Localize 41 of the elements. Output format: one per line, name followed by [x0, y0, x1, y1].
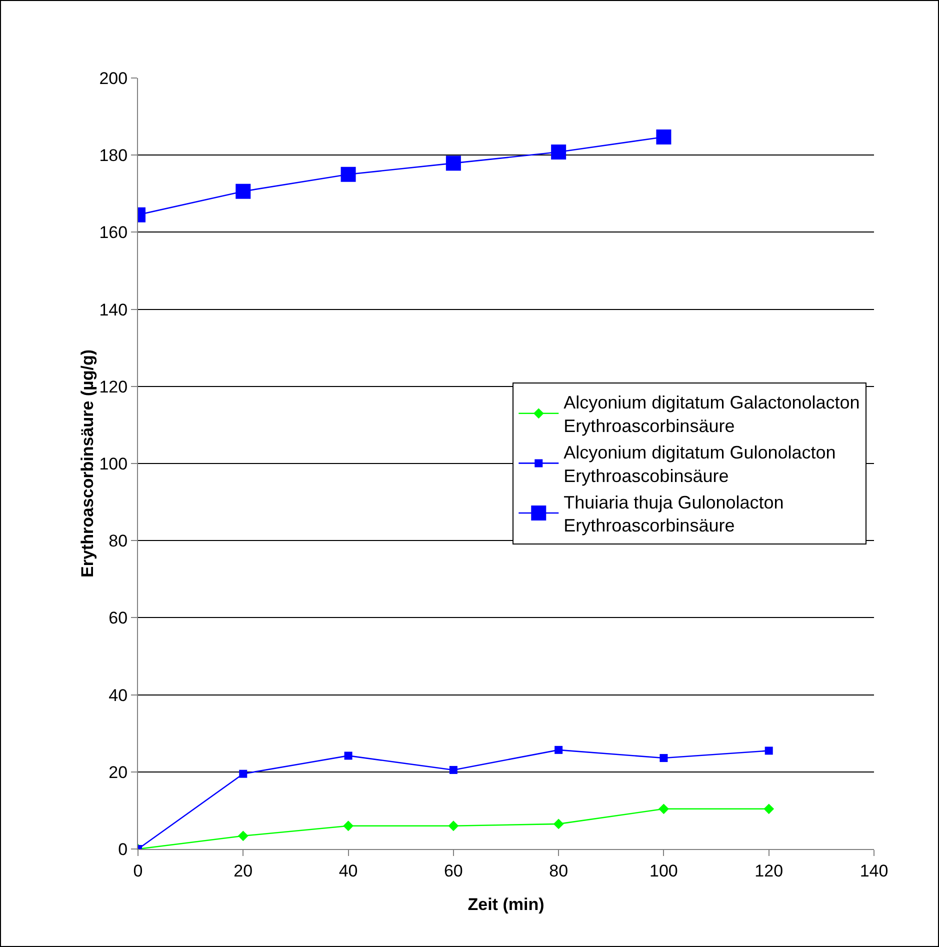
x-tick-label: 60	[444, 861, 463, 880]
x-tick-label: 0	[133, 861, 143, 880]
point	[343, 820, 354, 832]
point	[446, 156, 461, 171]
y-tick-label: 80	[108, 532, 128, 551]
x-tick-label: 140	[860, 861, 888, 880]
point	[449, 766, 458, 774]
point	[344, 752, 352, 760]
x-tick-label: 80	[549, 861, 568, 880]
y-tick-label: 20	[108, 762, 128, 782]
point	[764, 746, 773, 755]
point	[764, 804, 774, 814]
point	[553, 818, 564, 830]
x-tick-label: 40	[338, 861, 358, 880]
y-tick-label: 180	[99, 146, 128, 166]
x-tick-label: 100	[650, 861, 678, 880]
y-tick-label: 40	[108, 686, 128, 705]
point	[551, 144, 566, 160]
point	[236, 184, 251, 199]
y-tick-label: 120	[99, 377, 128, 396]
point	[658, 804, 669, 814]
x-axis-title: Zeit (min)	[468, 895, 544, 914]
y-tick-label: 160	[99, 223, 128, 242]
point	[660, 754, 668, 762]
y-tick-label: 140	[99, 300, 128, 320]
x-tick-label: 20	[234, 861, 253, 880]
point	[239, 770, 248, 778]
legend-label: Thuiaria thuja Gulonolacton Erythroascorbinsäure	[564, 492, 784, 536]
y-tick-label: 200	[99, 68, 128, 88]
y-tick-label: 60	[108, 608, 128, 628]
y-tick-label: 0	[118, 840, 128, 859]
x-tick-label: 120	[754, 861, 784, 880]
legend-label: Alcyonium digitatum Gulonolacton Erythroascobinsäure	[564, 442, 836, 486]
point	[554, 746, 563, 754]
point	[340, 166, 356, 182]
legend-label: Alcyonium digitatum Galactonolacton Erythroascorbinsäure	[564, 392, 860, 436]
y-tick-label: 100	[99, 454, 128, 474]
point	[448, 820, 459, 832]
point	[656, 129, 672, 144]
y-axis-title: Erythroascorbinsäure (µg/g)	[78, 349, 98, 578]
point	[238, 830, 248, 842]
